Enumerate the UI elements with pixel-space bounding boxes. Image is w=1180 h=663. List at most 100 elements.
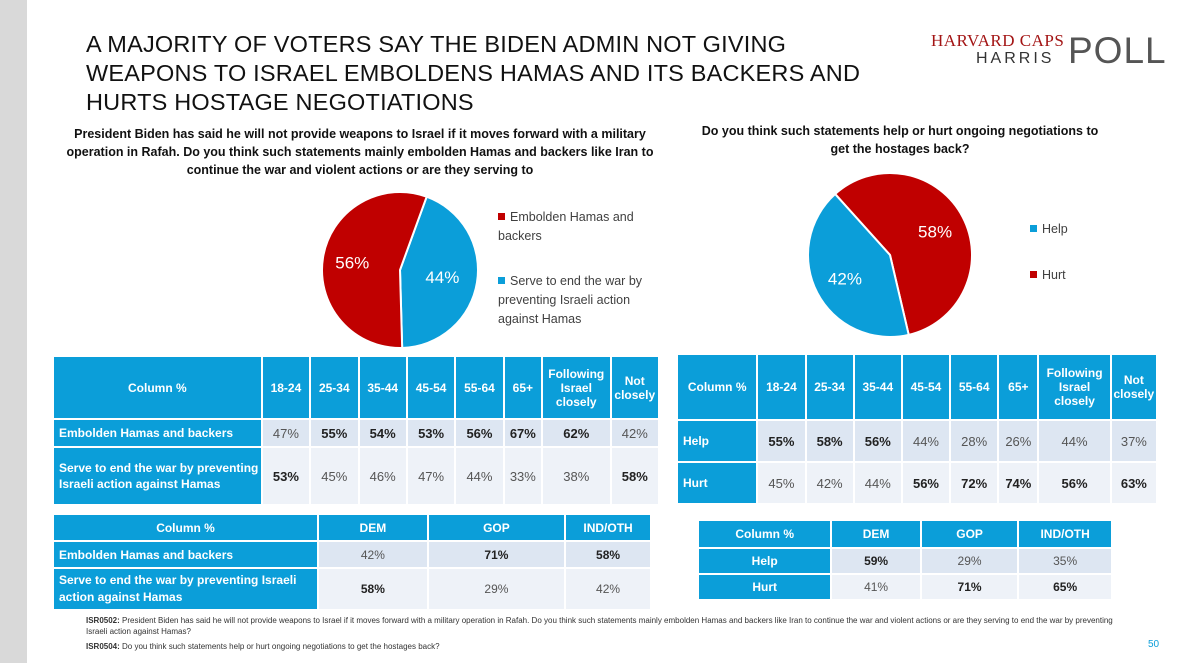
- table-cell: 44%: [454, 446, 505, 506]
- pie-slice-hurt: [833, 172, 973, 337]
- question-2: Do you think such statements help or hur…: [701, 124, 1099, 156]
- header-cell: Not closely: [1109, 353, 1159, 421]
- table-row: Embolden Hamas and backers 42% 71% 58%: [51, 540, 652, 569]
- footnote-line-2: ISR0504: Do you think such statements he…: [86, 641, 1116, 652]
- table-row: Serve to end the war by preventing Israe…: [52, 446, 661, 506]
- left-accent-bar: [0, 0, 27, 663]
- table-row: Help 59% 29% 35%: [696, 547, 1113, 575]
- pie-data-label: 42%: [828, 270, 862, 289]
- table-cell: 45%: [309, 446, 360, 506]
- harvard-caps-harris-poll-logo: HARVARD CAPS HARRIS POLL: [928, 30, 1166, 71]
- header-cell: 65+: [997, 353, 1040, 421]
- table-cell: 63%: [1109, 461, 1159, 505]
- header-cell: Column %: [52, 355, 263, 420]
- table-cell: 55%: [756, 419, 807, 463]
- header-cell: IND/OTH: [564, 513, 652, 542]
- table-cell: 47%: [405, 446, 457, 506]
- table-cell: 46%: [357, 446, 408, 506]
- table-cell: 71%: [919, 573, 1020, 601]
- header-cell: 35-44: [357, 355, 408, 420]
- table-cell: 54%: [357, 418, 408, 448]
- table-cell: 42%: [317, 540, 429, 569]
- table-cell: 59%: [830, 547, 922, 575]
- table-cell: 72%: [949, 461, 1000, 505]
- table-cell: 67%: [502, 418, 543, 448]
- table-cell: 47%: [260, 418, 312, 448]
- pie-data-label: 56%: [335, 253, 369, 272]
- table-cell: 53%: [405, 418, 457, 448]
- pie-chart-embolden: 44% 56%: [321, 191, 479, 349]
- header-cell: 25-34: [804, 353, 855, 421]
- footnote-code: ISR0502:: [86, 616, 120, 625]
- table-cell: 56%: [852, 419, 903, 463]
- row-label: Hurt: [696, 573, 833, 601]
- header-cell: Column %: [675, 353, 759, 421]
- header-cell: 65+: [502, 355, 543, 420]
- pie-data-label: 44%: [425, 268, 459, 287]
- footnote-text: Do you think such statements help or hur…: [119, 642, 440, 651]
- legend-item-help: Help: [1030, 220, 1068, 239]
- footnote-line-1: ISR0502: President Biden has said he wil…: [86, 615, 1116, 637]
- legend-swatch-red: [498, 213, 505, 220]
- table-cell: 28%: [949, 419, 1000, 463]
- row-label: Embolden Hamas and backers: [51, 540, 320, 569]
- header-cell: Column %: [696, 519, 833, 549]
- header-cell: GOP: [426, 513, 567, 542]
- footnote: ISR0502: President Biden has said he wil…: [86, 615, 1116, 652]
- table-header-row: Column % DEM GOP IND/OTH: [51, 513, 652, 542]
- table-cell: 45%: [756, 461, 807, 505]
- table-age-hostages: Column % 18-24 25-34 35-44 45-54 55-64 6…: [675, 353, 1159, 505]
- header-cell: IND/OTH: [1017, 519, 1113, 549]
- row-label: Hurt: [675, 461, 759, 505]
- table-cell: 42%: [804, 461, 855, 505]
- table-cell: 26%: [997, 419, 1040, 463]
- legend-label: Help: [1042, 222, 1068, 236]
- legend-item-serve: Serve to end the war by preventing Israe…: [498, 272, 658, 329]
- row-label: Serve to end the war by preventing Israe…: [51, 567, 320, 611]
- pie-slice-serve: [398, 195, 479, 349]
- row-label: Embolden Hamas and backers: [52, 418, 263, 448]
- header-cell: Following Israel closely: [1037, 353, 1112, 421]
- header-cell: 25-34: [309, 355, 360, 420]
- pie-chart-hostages: 58% 42%: [807, 172, 973, 338]
- table-cell: 74%: [997, 461, 1040, 505]
- table-row: Hurt 45% 42% 44% 56% 72% 74% 56% 63%: [675, 461, 1159, 505]
- footnote-code: ISR0504:: [86, 642, 120, 651]
- legend-label: Hurt: [1042, 268, 1066, 282]
- table-cell: 42%: [564, 567, 652, 611]
- table-age-embolden: Column % 18-24 25-34 35-44 45-54 55-64 6…: [52, 355, 661, 506]
- pie-slice-embolden: [321, 191, 428, 349]
- logo-line3: POLL: [1068, 30, 1167, 71]
- question-1: President Biden has said he will not pro…: [66, 127, 654, 177]
- footnote-text: President Biden has said he will not pro…: [86, 616, 1113, 636]
- table-cell: 29%: [426, 567, 567, 611]
- table-cell: 53%: [260, 446, 312, 506]
- pie-data-label: 58%: [918, 222, 952, 241]
- table-cell: 65%: [1017, 573, 1113, 601]
- header-cell: DEM: [830, 519, 922, 549]
- legend-pie2: Help Hurt: [1030, 220, 1110, 290]
- table-row: Hurt 41% 71% 65%: [696, 573, 1113, 601]
- header-cell: DEM: [317, 513, 429, 542]
- legend-item-hurt: Hurt: [1030, 266, 1066, 285]
- header-cell: 35-44: [852, 353, 903, 421]
- legend-item-embolden: Embolden Hamas and backers: [498, 208, 663, 246]
- table-row: Embolden Hamas and backers 47% 55% 54% 5…: [52, 418, 661, 448]
- table-cell: 55%: [309, 418, 360, 448]
- table-cell: 62%: [540, 418, 612, 448]
- table-row: Serve to end the war by preventing Israe…: [51, 567, 652, 611]
- header-cell: 18-24: [260, 355, 312, 420]
- header-cell: 55-64: [949, 353, 1000, 421]
- legend-label: Serve to end the war by preventing Israe…: [498, 274, 643, 326]
- table-cell: 44%: [852, 461, 903, 505]
- row-label: Serve to end the war by preventing Israe…: [52, 446, 263, 506]
- table-cell: 56%: [1037, 461, 1112, 505]
- legend-swatch-red: [1030, 271, 1037, 278]
- table-cell: 58%: [317, 567, 429, 611]
- header-cell: Column %: [51, 513, 320, 542]
- table-party-embolden: Column % DEM GOP IND/OTH Embolden Hamas …: [51, 513, 652, 611]
- table-cell: 56%: [454, 418, 505, 448]
- table-header-row: Column % 18-24 25-34 35-44 45-54 55-64 6…: [52, 355, 661, 420]
- table-cell: 33%: [502, 446, 543, 506]
- table-header-row: Column % 18-24 25-34 35-44 45-54 55-64 6…: [675, 353, 1159, 421]
